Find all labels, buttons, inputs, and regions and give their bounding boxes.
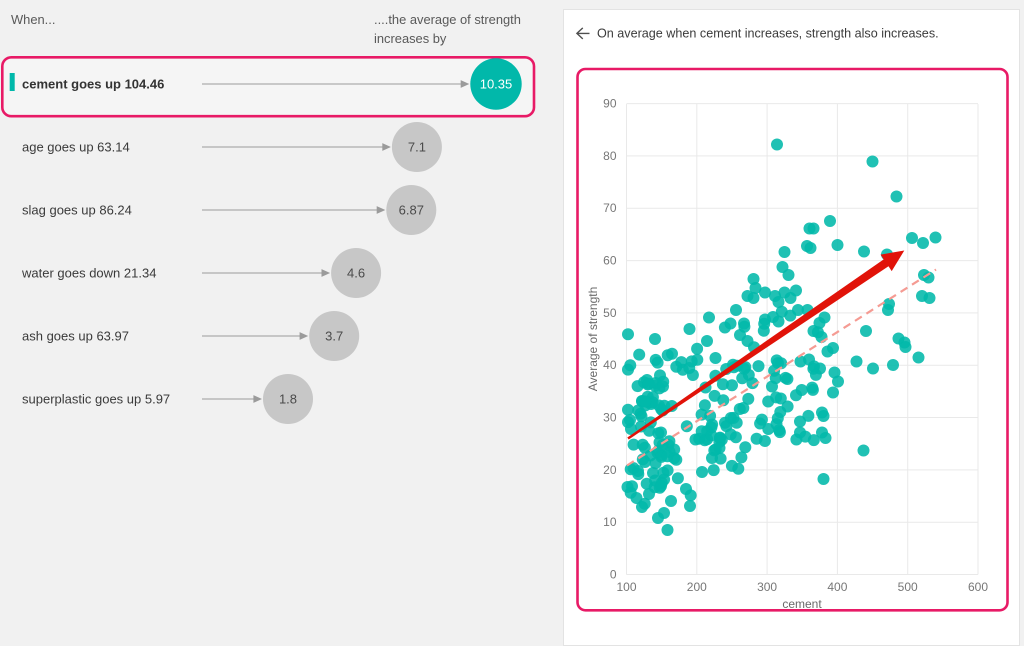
svg-text:4.6: 4.6: [347, 266, 365, 281]
svg-text:60: 60: [603, 254, 617, 268]
svg-text:50: 50: [603, 306, 617, 320]
svg-text:500: 500: [898, 580, 918, 594]
svg-text:0: 0: [610, 568, 617, 582]
svg-text:6.87: 6.87: [399, 203, 424, 218]
svg-text:100: 100: [616, 580, 636, 594]
svg-text:....the average of strength: ....the average of strength: [374, 12, 521, 27]
svg-text:7.1: 7.1: [408, 140, 426, 155]
svg-text:300: 300: [757, 580, 777, 594]
svg-text:10: 10: [603, 515, 617, 529]
svg-text:cement: cement: [782, 597, 822, 611]
svg-text:1.8: 1.8: [279, 392, 297, 407]
svg-text:On average when cement increas: On average when cement increases, streng…: [597, 27, 939, 41]
svg-text:3.7: 3.7: [325, 329, 343, 344]
svg-text:90: 90: [603, 97, 617, 111]
svg-text:increases by: increases by: [374, 31, 447, 46]
svg-text:20: 20: [603, 463, 617, 477]
svg-text:ash goes up 63.97: ash goes up 63.97: [22, 329, 129, 344]
svg-text:400: 400: [827, 580, 847, 594]
svg-text:70: 70: [603, 201, 617, 215]
svg-text:80: 80: [603, 149, 617, 163]
svg-text:30: 30: [603, 411, 617, 425]
svg-text:water goes down 21.34: water goes down 21.34: [21, 266, 156, 281]
svg-text:slag goes up 86.24: slag goes up 86.24: [22, 203, 132, 218]
svg-text:10.35: 10.35: [480, 77, 513, 92]
svg-text:200: 200: [687, 580, 707, 594]
svg-text:superplastic goes up 5.97: superplastic goes up 5.97: [22, 392, 170, 407]
svg-text:40: 40: [603, 358, 617, 372]
svg-text:Average of strength: Average of strength: [586, 287, 600, 392]
svg-text:600: 600: [968, 580, 988, 594]
svg-text:cement goes up 104.46: cement goes up 104.46: [22, 77, 164, 92]
svg-text:When...: When...: [11, 12, 55, 27]
svg-text:age goes up 63.14: age goes up 63.14: [22, 140, 130, 155]
